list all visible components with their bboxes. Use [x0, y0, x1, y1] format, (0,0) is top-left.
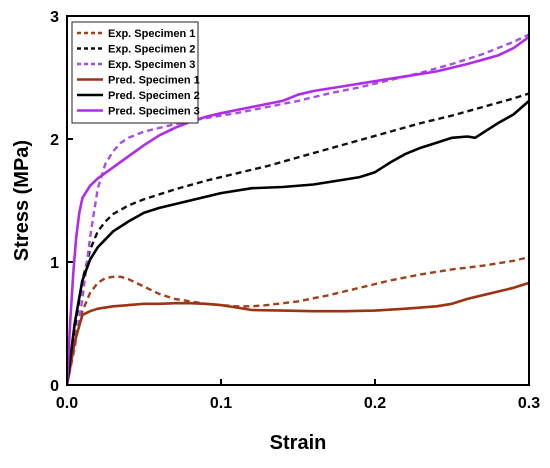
legend-label: Pred. Specimen 2 [108, 90, 200, 102]
x-tick-label: 0.0 [56, 395, 78, 412]
series-line-5 [67, 99, 529, 385]
y-tick-label: 1 [50, 255, 59, 272]
legend-box [71, 21, 199, 124]
plot-frame [66, 15, 530, 386]
y-axis-title: Stress (MPa) [11, 140, 33, 261]
legend: Exp. Specimen 1 Exp. Specimen 2 Exp. Speci… [71, 21, 200, 124]
legend-label: Exp. Specimen 3 [108, 59, 195, 71]
y-tick-label: 2 [50, 132, 59, 149]
x-tick-label: 0.1 [210, 395, 232, 412]
legend-label: Exp. Specimen 2 [108, 44, 195, 56]
series-line-2 [67, 92, 529, 385]
axis-ticks: 0.0 0.1 0.2 0.3 0 1 2 3 [50, 9, 540, 412]
legend-label: Pred. Specimen 1 [108, 75, 200, 87]
legend-label: Exp. Specimen 1 [108, 28, 195, 40]
series-line-3 [67, 33, 529, 385]
y-tick-label: 0 [50, 378, 59, 395]
x-tick-label: 0.3 [518, 395, 540, 412]
series-line-4 [67, 281, 529, 385]
legend-label: Pred. Specimen 3 [108, 106, 200, 118]
y-tick-label: 3 [50, 9, 59, 26]
series-line-1 [67, 255, 529, 385]
x-tick-label: 0.2 [364, 395, 386, 412]
x-axis-title: Strain [270, 432, 327, 454]
